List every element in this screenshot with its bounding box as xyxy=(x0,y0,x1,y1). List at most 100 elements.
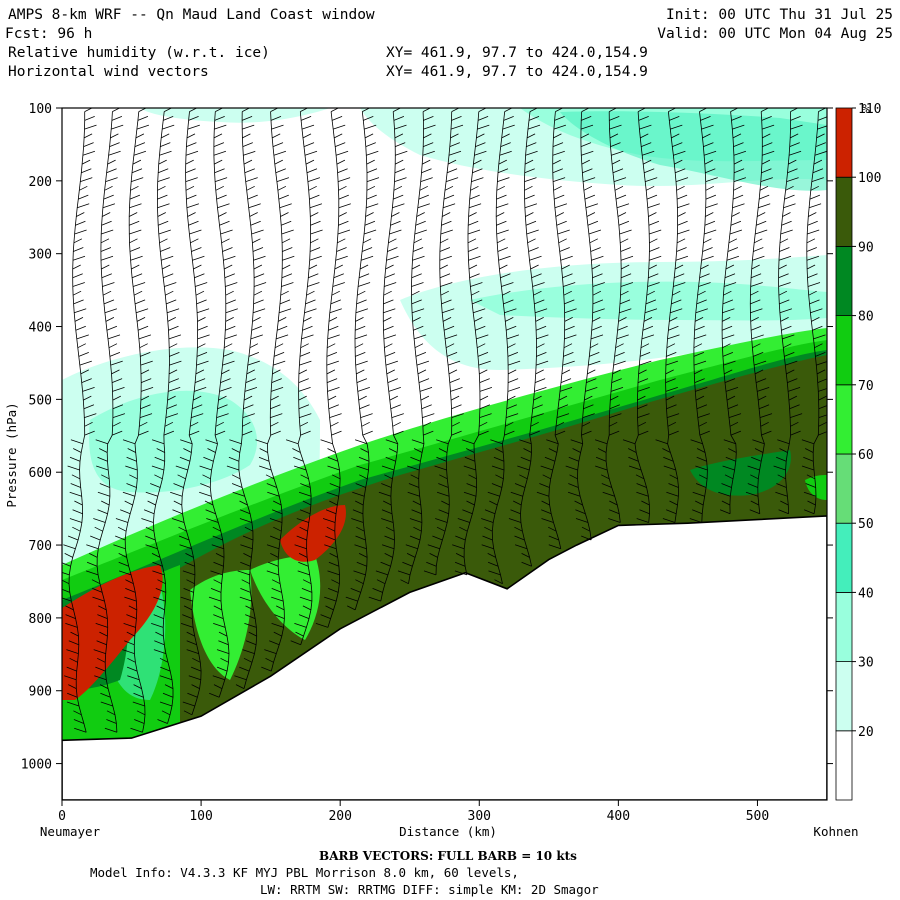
wind-barb-shaft xyxy=(577,111,594,541)
wind-barb-flag xyxy=(672,290,681,296)
wind-barb-flag xyxy=(145,491,158,497)
wind-barb-flag xyxy=(160,142,171,147)
wind-barb-flag xyxy=(699,430,710,436)
wind-barb-flag xyxy=(397,570,411,576)
wind-barb-flag xyxy=(413,334,427,340)
wind-barb-flag xyxy=(779,238,789,244)
wind-barb-flag xyxy=(75,325,86,331)
wind-barb-flag xyxy=(788,395,798,401)
y-tick-label: 100 xyxy=(29,102,52,117)
wind-barb-flag xyxy=(777,474,786,480)
wind-barb-flag xyxy=(161,133,170,139)
wind-barb-flag xyxy=(541,518,554,523)
wind-barb-flag xyxy=(328,404,339,410)
wind-barb-flag xyxy=(245,378,256,383)
wind-barb-flag xyxy=(329,553,338,558)
wind-barb-flag xyxy=(417,369,427,375)
wind-barb-flag xyxy=(391,212,400,217)
wind-barb-flag xyxy=(618,317,627,322)
wind-barb-flag xyxy=(389,395,398,401)
wind-barb-flag xyxy=(385,439,398,445)
wind-barb-flag xyxy=(65,623,78,628)
colorbar-level-label: 90 xyxy=(858,240,874,255)
wind-barb-flag xyxy=(325,605,334,611)
wind-barb-flag xyxy=(187,212,196,217)
wind-barb-flag xyxy=(331,290,340,296)
wind-barb-flag xyxy=(219,387,232,392)
wind-barb-flag xyxy=(407,491,420,497)
wind-barb-flag xyxy=(298,404,310,410)
wind-barb-flag xyxy=(450,133,459,139)
wind-barb-flag xyxy=(637,395,646,401)
wind-barb-flag xyxy=(436,526,446,532)
wind-barb-flag xyxy=(128,605,137,611)
wind-barb-flag xyxy=(498,255,511,261)
wind-barb-flag xyxy=(165,413,179,418)
wind-barb-flag xyxy=(357,290,366,296)
wind-barb-flag xyxy=(750,299,761,305)
wind-barb-flag xyxy=(818,414,827,418)
wind-barb-flag xyxy=(723,290,732,296)
wind-barb-flag xyxy=(112,413,126,418)
wind-barb-flag xyxy=(731,212,740,217)
wind-barb-flag xyxy=(355,500,364,506)
wind-barb-flag xyxy=(554,203,568,209)
wind-barb-flag xyxy=(806,238,816,244)
wind-barb-flag xyxy=(79,185,88,191)
wind-barb-flag xyxy=(487,561,499,567)
wind-barb-flag xyxy=(575,509,586,515)
wind-barb-flag xyxy=(422,150,435,156)
wind-barb-flag xyxy=(496,203,509,209)
wind-barb-flag xyxy=(195,369,205,375)
wind-barb-flag xyxy=(74,727,87,733)
wind-barb-flag xyxy=(281,220,292,226)
wind-barb-flag xyxy=(225,308,238,314)
wind-barb-flag xyxy=(63,544,76,550)
wind-barb-flag xyxy=(556,413,570,418)
wind-barb-flag xyxy=(212,535,223,541)
wind-barb-flag xyxy=(177,474,186,480)
wind-barb-flag xyxy=(470,282,483,287)
wind-barb-flag xyxy=(589,238,598,244)
wind-barb-flag xyxy=(186,631,195,637)
wind-barb-flag xyxy=(671,299,682,305)
wind-barb-flag xyxy=(273,360,286,366)
plot-area xyxy=(62,108,827,800)
wind-barb-flag xyxy=(248,352,260,357)
wind-barb-flag xyxy=(168,334,182,340)
wind-barb-flag xyxy=(360,255,374,261)
wind-barb-flag xyxy=(280,290,289,296)
wind-barb-flag xyxy=(553,133,562,139)
x-right-station-label: Kohnen xyxy=(813,824,858,839)
wind-barb-flag xyxy=(132,282,146,287)
wind-barb-flag xyxy=(694,325,705,331)
wind-barb-flag xyxy=(163,116,174,121)
wind-barb-flag xyxy=(197,343,206,349)
wind-barb-flag xyxy=(616,203,630,209)
wind-barb-flag xyxy=(384,352,396,357)
wind-barb-flag xyxy=(445,343,455,349)
wind-barb-flag xyxy=(216,413,229,418)
wind-barb-flag xyxy=(208,596,222,602)
wind-barb-flag xyxy=(328,325,339,331)
wind-barb-flag xyxy=(609,421,618,427)
wind-barb-flag xyxy=(801,465,815,471)
wind-barb-flag xyxy=(186,649,199,654)
wind-barb-flag xyxy=(279,299,291,305)
wind-barb-flag xyxy=(191,247,202,252)
wind-barb-flag xyxy=(536,352,547,357)
wind-barb-flag xyxy=(275,168,286,174)
wind-barb-flag xyxy=(67,465,80,471)
wind-barb-flag xyxy=(290,640,301,646)
wind-barb-flag xyxy=(130,727,143,733)
wind-barb-flag xyxy=(69,657,78,663)
wind-barb-shaft xyxy=(605,111,622,523)
wind-barb-flag xyxy=(300,116,312,121)
wind-barb-flag xyxy=(302,325,313,331)
wind-barb-flag xyxy=(481,518,494,523)
wind-barb-flag xyxy=(448,369,458,375)
wind-barb-flag xyxy=(470,185,479,191)
wind-barb-flag xyxy=(582,177,596,182)
wind-barb-flag xyxy=(137,325,149,331)
wind-barb-flag xyxy=(723,282,737,287)
